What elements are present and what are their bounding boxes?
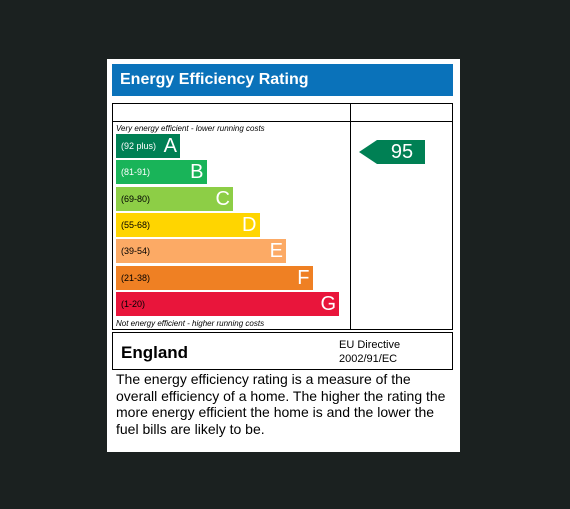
rating-band-b: (81-91) B [116,160,207,185]
current-rating-arrow: 95 [359,140,425,164]
caption-top: Very energy efficient - lower running co… [116,124,265,133]
rating-band-c: (69-80) C [116,186,233,211]
band-range-label: (55-68) [121,219,151,230]
band-letter: F [297,266,310,289]
band-letter: A [163,135,177,157]
rating-band-g: (1-20) G [116,291,339,316]
rating-chart: Very energy efficient - lower running co… [112,103,453,330]
rating-band-f: (21-38) F [116,265,313,290]
directive-label: EU Directive 2002/91/EC [339,338,400,366]
header-row [113,104,452,122]
chart-title: Energy Efficiency Rating [112,64,453,96]
rating-band-d: (55-68) D [116,212,260,237]
country-label: England [121,343,189,362]
directive-line-2: 2002/91/EC [339,353,398,365]
column-divider [350,104,351,329]
band-range-label: (39-54) [121,246,151,257]
current-rating-value: 95 [390,141,414,163]
footer-box: England EU Directive 2002/91/EC [112,332,453,370]
rating-arrow-shape [359,140,425,164]
band-letter: E [269,240,283,263]
band-letter: D [242,213,257,236]
band-range-label: (1-20) [121,298,146,309]
band-range-label: (21-38) [121,272,151,283]
band-range-label: (69-80) [121,193,151,204]
band-range-label: (81-91) [121,167,151,178]
rating-band-e: (39-54) E [116,239,286,264]
band-letter: G [320,292,336,315]
epc-card: Energy Efficiency Rating Very energy eff… [107,59,460,452]
band-letter: B [190,161,204,184]
band-range-label: (92 plus) [121,141,157,151]
rating-band-a: (92 plus) A [116,134,180,158]
band-letter: C [215,187,230,210]
description-text: The energy efficiency rating is a measur… [116,371,446,437]
caption-bottom: Not energy efficient - higher running co… [116,319,265,328]
directive-line-1: EU Directive [339,339,401,351]
